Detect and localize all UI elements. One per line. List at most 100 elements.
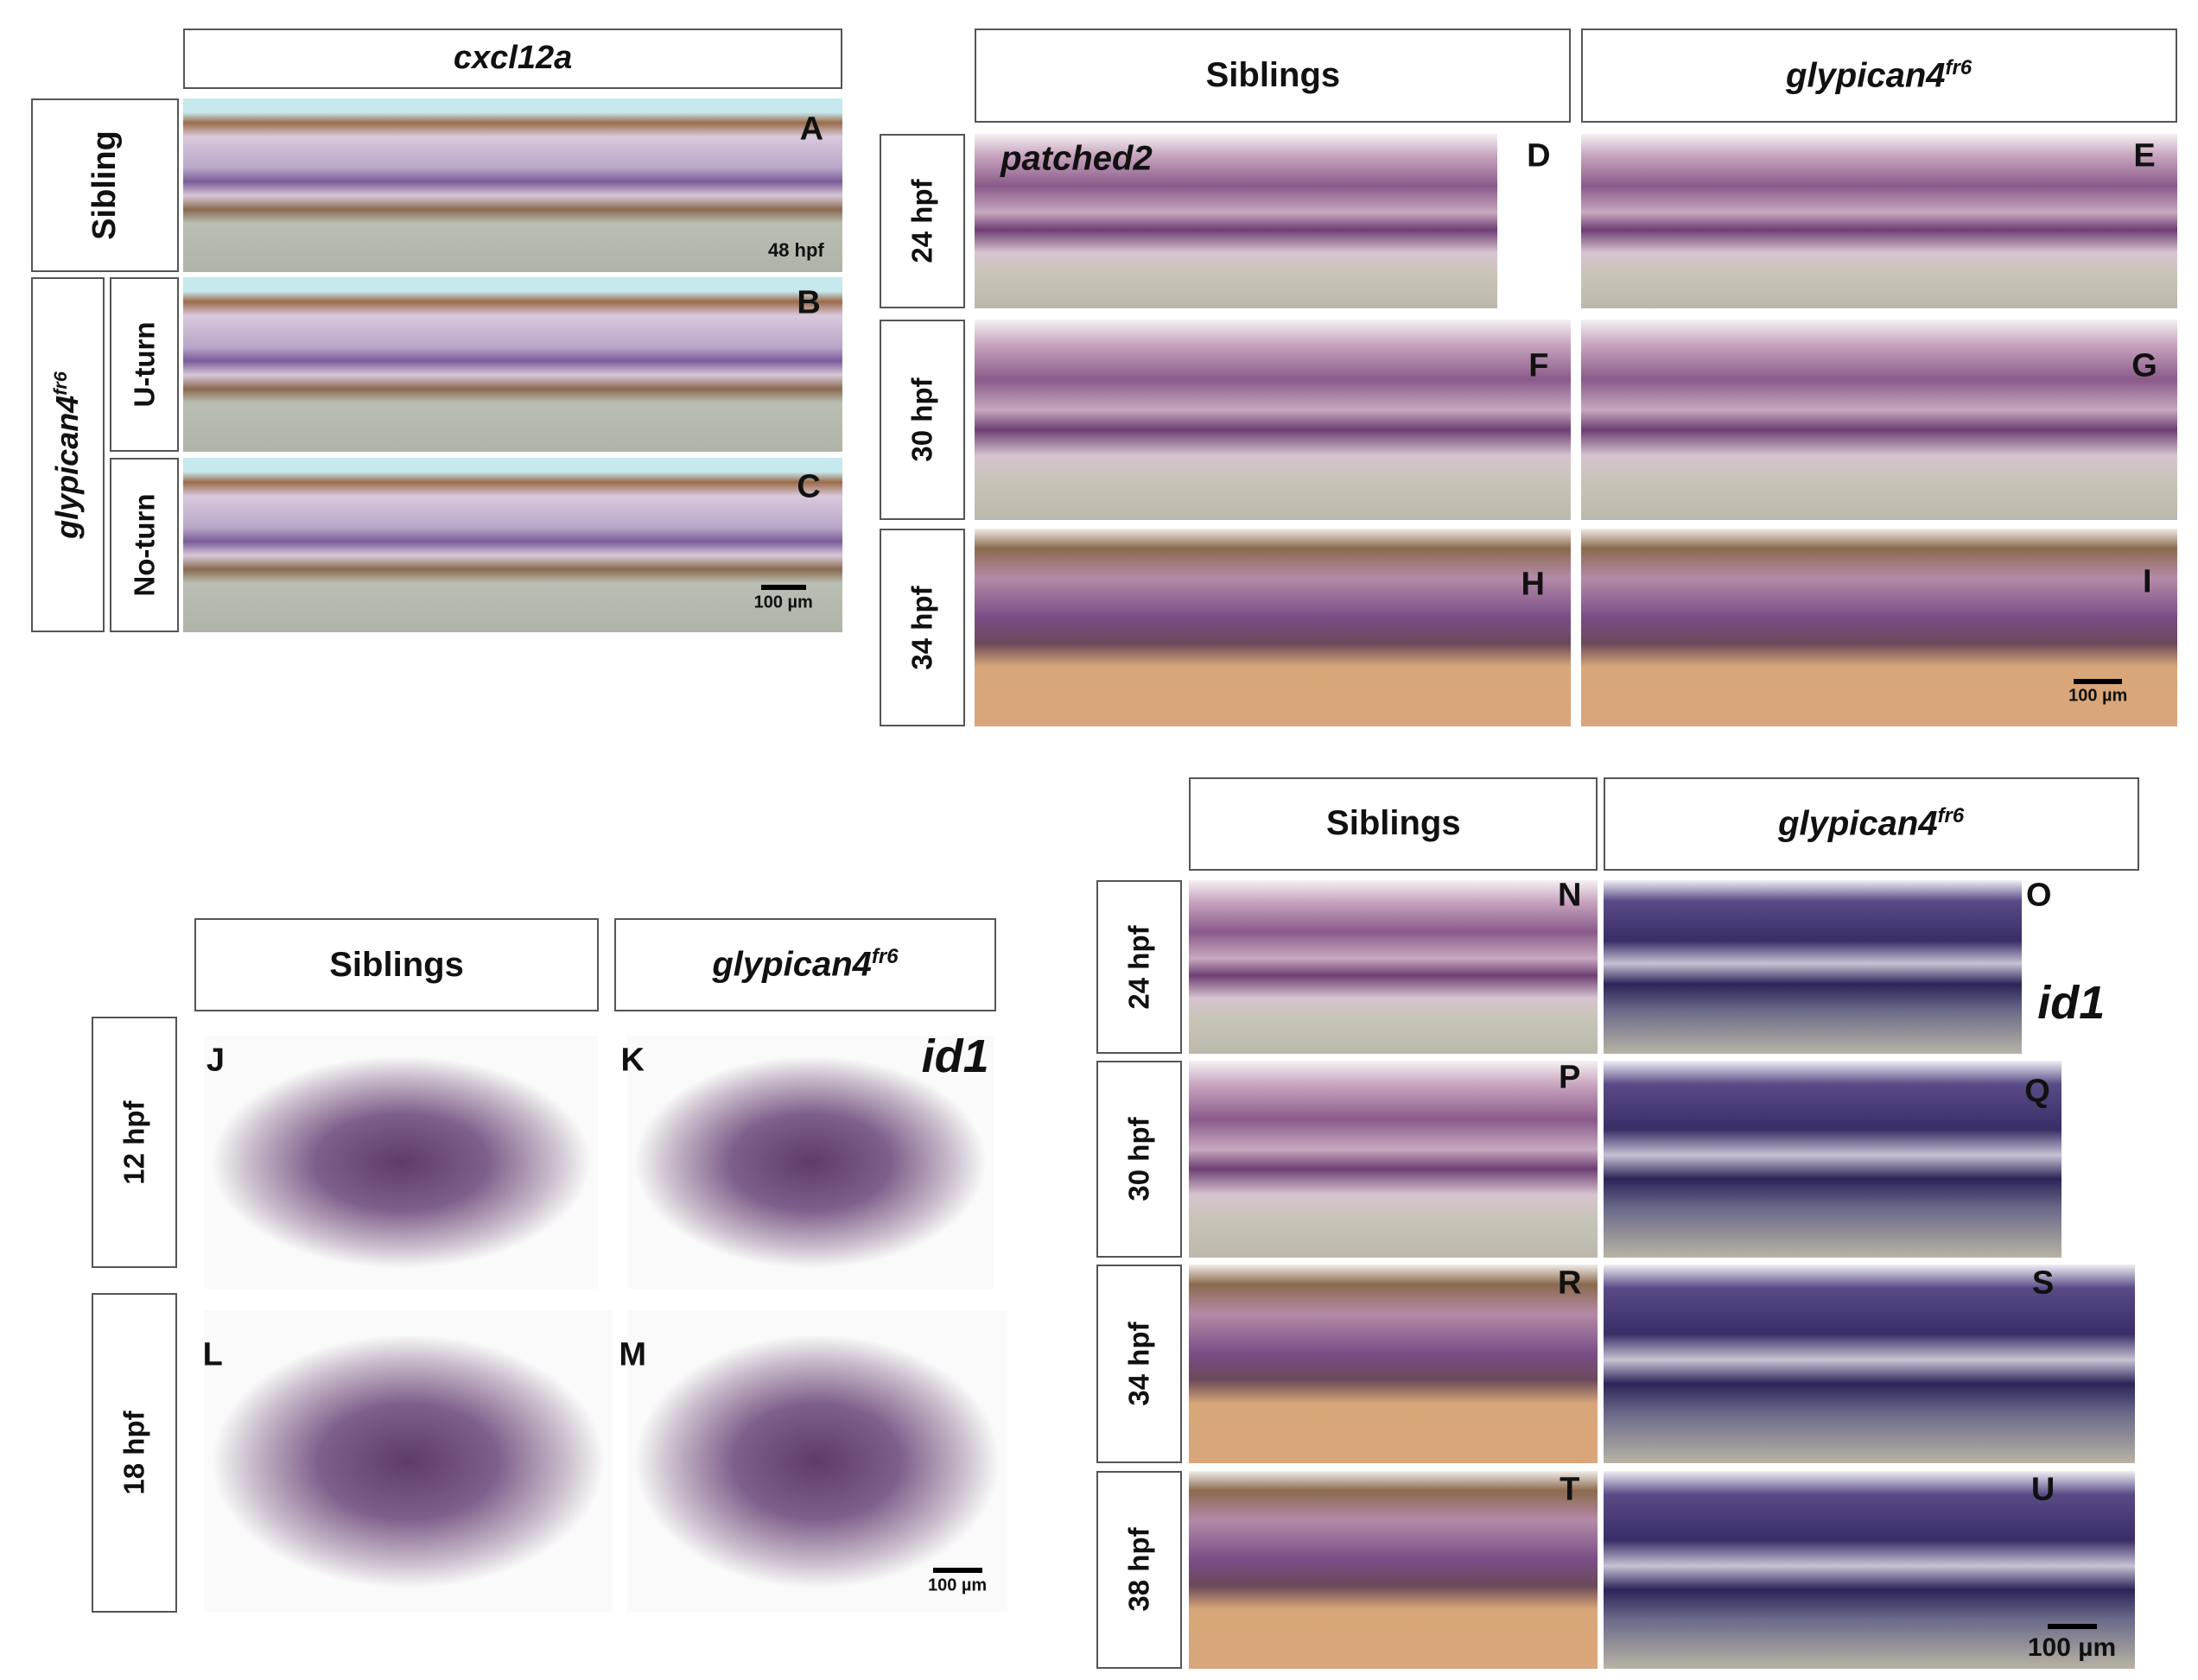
- micrograph: [975, 320, 1572, 520]
- label-text: glypican4fr6: [712, 945, 898, 984]
- gene-name: glypican4: [1786, 55, 1946, 94]
- row-label: 30 hpf: [879, 320, 966, 520]
- column-header: glypican4fr6: [1603, 777, 2139, 871]
- micrograph: [1189, 880, 1598, 1054]
- column-header: glypican4fr6: [614, 918, 996, 1011]
- label-text: glypican4fr6: [1778, 804, 1964, 843]
- panel-letter: R: [1557, 1265, 1582, 1302]
- panel-letter: S: [2031, 1265, 2055, 1302]
- label-text: cxcl12a: [453, 40, 573, 77]
- scale-bar-label: 100 µm: [927, 1575, 988, 1595]
- micrograph: [1580, 133, 2177, 309]
- label-text: Sibling: [86, 130, 123, 240]
- label-text: Siblings: [1326, 804, 1461, 843]
- panel-letter: J: [206, 1042, 226, 1079]
- micrograph: [1603, 1060, 2061, 1258]
- label-text: Siblings: [329, 945, 464, 984]
- panel-letter: N: [1557, 877, 1582, 914]
- label-text: 12 hpf: [118, 1100, 150, 1185]
- scale-bar: [2047, 1624, 2097, 1630]
- label-text: 18 hpf: [118, 1411, 150, 1495]
- column-header: Siblings: [975, 28, 1572, 123]
- label-text: 24 hpf: [1122, 924, 1155, 1010]
- row-label: No-turn: [110, 458, 180, 633]
- panel-letter: E: [2133, 137, 2156, 174]
- allele: fr6: [1937, 804, 1965, 828]
- label-text: glypican4fr6: [49, 371, 86, 539]
- panel-letter: M: [619, 1336, 647, 1373]
- scale-bar-label: 100 µm: [2068, 686, 2128, 706]
- row-label: 34 hpf: [1096, 1265, 1183, 1464]
- micrograph: [204, 1035, 600, 1290]
- gene-label: patched2: [1001, 139, 1153, 178]
- micrograph: [1603, 1470, 2135, 1670]
- allele: fr6: [49, 371, 72, 396]
- gene-name: glypican4: [49, 395, 86, 539]
- micrograph: [975, 133, 1498, 309]
- row-label: 24 hpf: [879, 133, 966, 309]
- panel-letter: C: [797, 468, 821, 505]
- micrograph: [1189, 1265, 1598, 1464]
- micrograph: [1189, 1060, 1598, 1258]
- column-header: Siblings: [194, 918, 600, 1011]
- panel-letter: H: [1521, 566, 1545, 603]
- label-text: 30 hpf: [905, 377, 938, 462]
- micrograph: [1580, 320, 2177, 520]
- row-label: 38 hpf: [1096, 1470, 1183, 1670]
- gene-label: id1: [921, 1030, 989, 1083]
- scale-bar-label: 100 µm: [2027, 1633, 2117, 1662]
- micrograph: [1189, 1470, 1598, 1670]
- micrograph: [204, 1309, 613, 1613]
- scale-bar: [2074, 679, 2122, 685]
- micrograph: [975, 528, 1572, 727]
- label-text: Siblings: [1205, 55, 1341, 94]
- panel-letter: L: [202, 1336, 223, 1373]
- scale-bar: [932, 1568, 982, 1574]
- row-label: 24 hpf: [1096, 880, 1183, 1054]
- row-label: U-turn: [110, 277, 180, 453]
- micrograph: [626, 1309, 1007, 1613]
- stage-label: 48 hpf: [767, 239, 824, 262]
- panel-letter: P: [1558, 1059, 1581, 1096]
- micrograph: [183, 277, 843, 453]
- row-label: 30 hpf: [1096, 1060, 1183, 1258]
- label-text: 34 hpf: [905, 585, 938, 670]
- label-text: 30 hpf: [1122, 1117, 1155, 1201]
- panel-letter: Q: [2024, 1073, 2050, 1110]
- micrograph: [1580, 528, 2177, 727]
- label-text: glypican4fr6: [1786, 56, 1972, 95]
- panel-letter: F: [1528, 347, 1549, 384]
- gene-name: glypican4: [712, 945, 872, 984]
- scale-bar-label: 100 µm: [753, 593, 813, 612]
- panel-letter: B: [797, 284, 821, 321]
- row-label: 18 hpf: [92, 1293, 178, 1613]
- column-header: Siblings: [1189, 777, 1598, 871]
- row-label: Sibling: [30, 98, 180, 272]
- panel-letter: U: [2030, 1471, 2055, 1508]
- allele: fr6: [871, 945, 899, 969]
- micrograph: [1603, 1265, 2135, 1464]
- scale-bar: [760, 584, 806, 590]
- row-label: 34 hpf: [879, 528, 966, 727]
- panel-letter: G: [2131, 347, 2157, 384]
- label-text: U-turn: [128, 321, 161, 408]
- label-text: 38 hpf: [1122, 1527, 1155, 1613]
- panel-letter: K: [620, 1042, 645, 1079]
- row-label: glypican4fr6: [30, 277, 105, 633]
- label-text: 34 hpf: [1122, 1322, 1155, 1406]
- label-text: No-turn: [128, 493, 161, 597]
- micrograph: [1603, 880, 2023, 1054]
- row-label: 12 hpf: [92, 1017, 178, 1268]
- panel-letter: O: [2025, 877, 2052, 914]
- micrograph: [626, 1035, 994, 1290]
- panel-letter: T: [1560, 1471, 1580, 1508]
- label-text: 24 hpf: [905, 179, 938, 263]
- gene-name: glypican4: [1778, 804, 1938, 843]
- gene-label: id1: [2037, 977, 2106, 1030]
- panel-letter: A: [799, 111, 824, 148]
- micrograph: [183, 458, 843, 633]
- micrograph: [183, 98, 843, 272]
- column-header: cxcl12a: [183, 28, 843, 89]
- panel-letter: I: [2143, 563, 2152, 599]
